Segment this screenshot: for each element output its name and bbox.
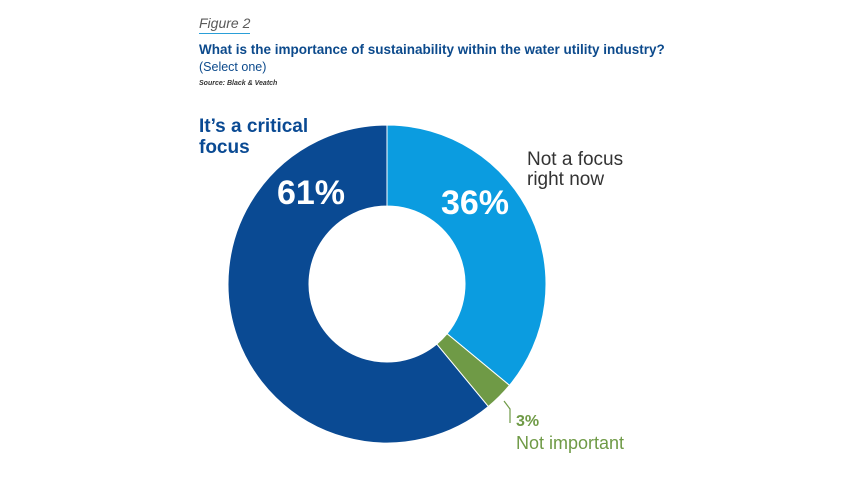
label-critical-focus-line1: It’s a critical bbox=[199, 116, 308, 137]
figure-label: Figure 2 bbox=[199, 15, 251, 34]
label-critical-focus-line2: focus bbox=[199, 137, 250, 158]
value-label-not-important: 3% bbox=[516, 413, 539, 430]
value-label-not-a-focus: 36% bbox=[441, 184, 509, 222]
donut-slice-not-a-focus-right-now bbox=[386, 124, 547, 387]
chart-header: Figure 2 What is the importance of susta… bbox=[199, 15, 759, 87]
label-not-a-focus-line2: right now bbox=[527, 169, 604, 190]
label-not-important: Not important bbox=[516, 433, 624, 453]
donut-slices bbox=[227, 124, 547, 444]
value-label-critical-focus: 61% bbox=[277, 174, 345, 212]
chart-subtitle: (Select one) bbox=[199, 60, 267, 74]
leader-line-not-important bbox=[503, 400, 511, 423]
label-not-a-focus-line1: Not a focus bbox=[527, 149, 623, 170]
chart-title: What is the importance of sustainability… bbox=[199, 42, 665, 57]
donut-slice-it-s-a-critical-focus bbox=[227, 124, 490, 444]
chart-source: Source: Black & Veatch bbox=[199, 80, 278, 87]
